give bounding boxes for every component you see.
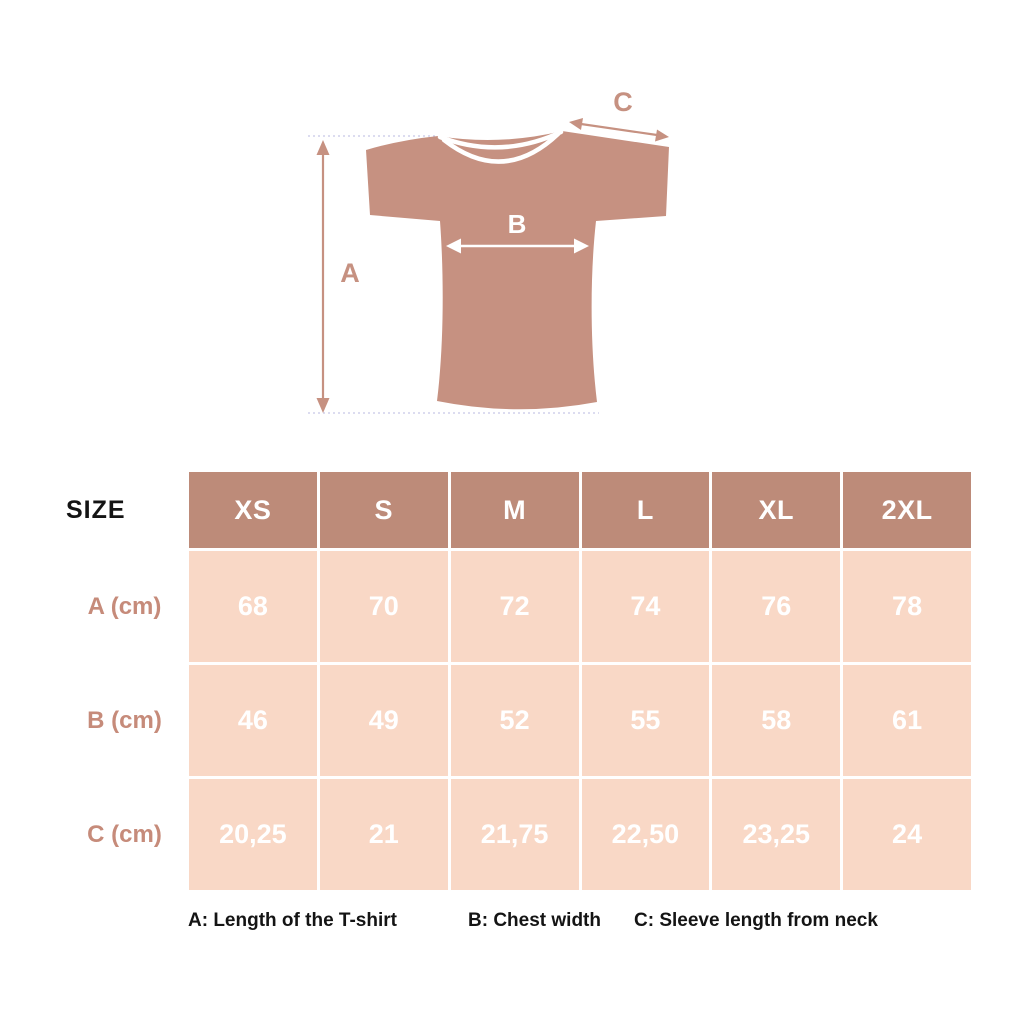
cell-b-2xl: 61 <box>843 665 971 776</box>
cell-a-xs: 68 <box>189 551 317 662</box>
length-arrow-a: A <box>316 140 360 413</box>
tshirt-shape <box>366 131 669 410</box>
row-label-a: A (cm) <box>87 592 162 620</box>
row-label-b: B (cm) <box>87 706 162 734</box>
cell-c-m: 21,75 <box>450 779 579 890</box>
sleeve-arrow-c: C <box>569 87 669 142</box>
cell-b-l: 55 <box>581 665 710 776</box>
size-col-m: M <box>450 472 579 548</box>
size-table: XS S M L XL 2XL 68 70 72 74 76 78 46 49 … <box>189 472 971 890</box>
cell-c-xl: 23,25 <box>712 779 841 890</box>
size-col-s: S <box>319 472 448 548</box>
row-label-c: C (cm) <box>87 820 162 848</box>
cell-a-s: 70 <box>319 551 448 662</box>
size-col-2xl: 2XL <box>843 472 971 548</box>
collar-inner-arc <box>437 129 564 150</box>
size-col-xs: XS <box>189 472 317 548</box>
cell-b-m: 52 <box>450 665 579 776</box>
chest-arrow-b: B <box>446 209 589 254</box>
cell-c-2xl: 24 <box>843 779 971 890</box>
cell-a-m: 72 <box>450 551 579 662</box>
collar-outer-arc <box>441 131 561 164</box>
cell-a-l: 74 <box>581 551 710 662</box>
cell-b-xl: 58 <box>712 665 841 776</box>
legend-c: C: Sleeve length from neck <box>634 910 878 931</box>
label-c: C <box>613 87 633 117</box>
size-corner-label: SIZE <box>66 495 126 524</box>
cell-b-xs: 46 <box>189 665 317 776</box>
label-b: B <box>508 209 527 239</box>
cell-c-l: 22,50 <box>581 779 710 890</box>
cell-a-xl: 76 <box>712 551 841 662</box>
legend-b: B: Chest width <box>468 910 601 931</box>
legend-a: A: Length of the T-shirt <box>188 910 397 931</box>
size-col-xl: XL <box>712 472 841 548</box>
size-col-l: L <box>581 472 710 548</box>
cell-c-xs: 20,25 <box>189 779 317 890</box>
label-a: A <box>340 258 360 288</box>
cell-a-2xl: 78 <box>843 551 971 662</box>
cell-c-s: 21 <box>319 779 448 890</box>
cell-b-s: 49 <box>319 665 448 776</box>
tshirt-diagram: A B C <box>308 87 669 414</box>
